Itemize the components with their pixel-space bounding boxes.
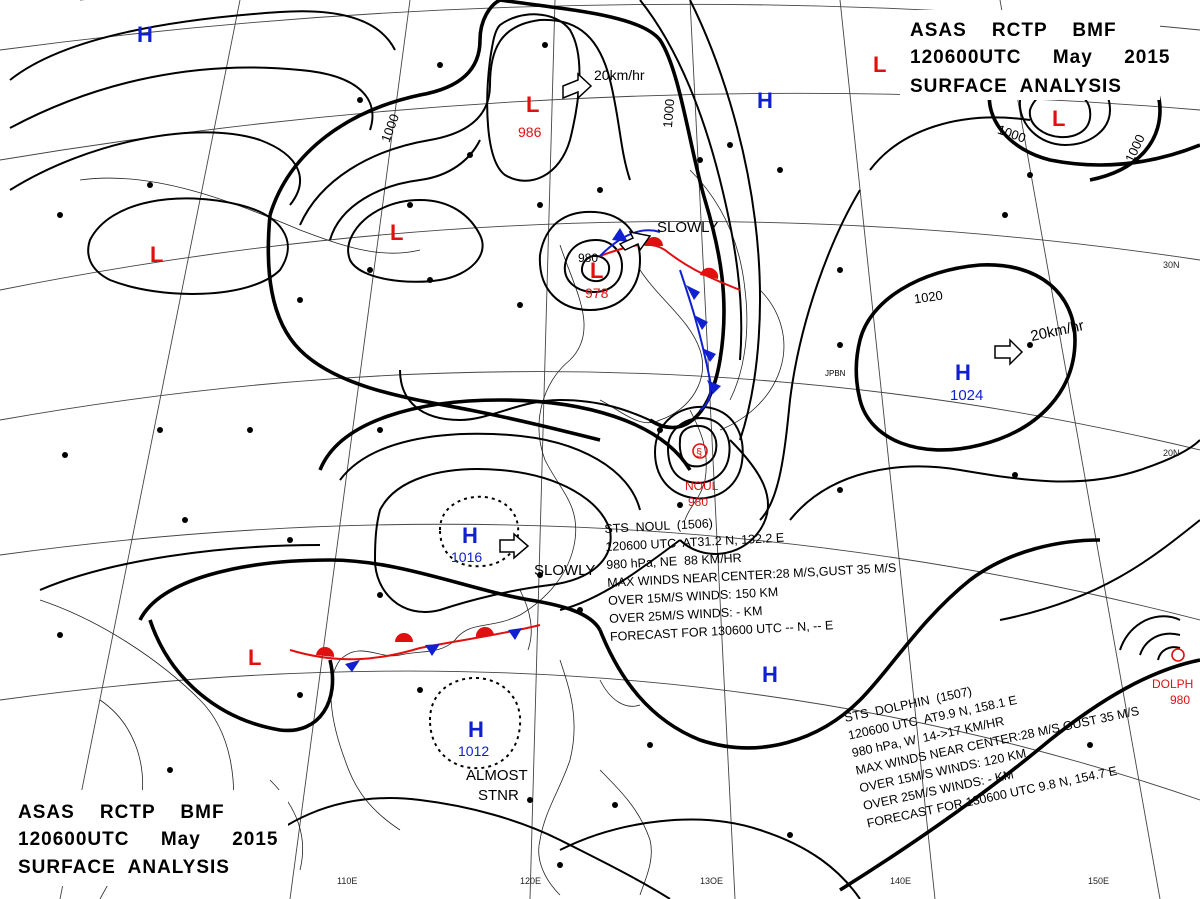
typhoon-name: NOUL (685, 479, 719, 493)
coastlines (39, 169, 785, 899)
low-center-symbol: L (590, 258, 603, 283)
header-top-line3: SURFACE ANALYSIS (910, 76, 1122, 97)
low-inner-isobar-label: 980 (578, 251, 598, 265)
header-top-line1: ASAS RCTP BMF (910, 20, 1117, 41)
high-center-value: 1016 (451, 549, 482, 565)
motion-arrow (562, 72, 593, 100)
low-center-symbol: L (390, 220, 403, 245)
isobar-labels: 1000 1000 1000 1020 1000 (378, 98, 1148, 306)
low-center-value: 978 (585, 285, 609, 301)
station-plots: JPBN (57, 42, 1093, 868)
lon-label: 13OE (700, 876, 723, 886)
header-top-line2: 120600UTC May 2015 (910, 47, 1170, 68)
typhoon-pressure: 980 (1170, 693, 1190, 707)
lon-label: 110E (337, 876, 357, 886)
motion-arrow (618, 230, 652, 252)
typhoon-pressure: 980 (688, 495, 708, 509)
high-center-value: 1024 (950, 387, 983, 404)
typhoon-name: DOLPH (1152, 677, 1193, 691)
header-bottom-line2: 120600UTC May 2015 (18, 829, 278, 850)
pressure-centers: H L 986 20km/hr L L 980 L 978 SLOWLY H L… (137, 22, 1086, 804)
isobar-label: 1000 (660, 98, 677, 128)
high-center-symbol: H (955, 360, 971, 385)
typhoons: § NOUL 980 DOLPH 980 (685, 443, 1193, 707)
low-center-symbol: L (1052, 106, 1065, 131)
high-center-symbol: H (137, 22, 153, 47)
low-center-symbol: L (150, 242, 163, 267)
header-top: ASAS RCTP BMF 120600UTC May 2015 SURFACE… (900, 10, 1170, 100)
header-bottom: ASAS RCTP BMF 120600UTC May 2015 SURFACE… (8, 790, 288, 886)
high-center-symbol: H (462, 523, 478, 548)
header-bottom-line1: ASAS RCTP BMF (18, 802, 225, 823)
high-center-symbol: H (468, 717, 484, 742)
advisory-noul-line: STS NOUL (1506) (604, 516, 713, 536)
lon-label: 150E (1088, 876, 1109, 886)
lat-label: 20N (1163, 448, 1180, 458)
low-center-symbol: L (873, 52, 886, 77)
station-label-jpbn: JPBN (825, 369, 846, 378)
typhoon-symbol: § (696, 447, 702, 459)
low-center-symbol: L (248, 645, 261, 670)
axis-labels: 110E 120E 13OE 140E 150E 30N 20N (337, 260, 1180, 886)
isobar-label: 1020 (913, 288, 944, 307)
lon-label: 120E (520, 876, 541, 886)
lon-label: 140E (890, 876, 911, 886)
motion-label-almost: ALMOST (466, 767, 528, 784)
motion-arrow (499, 532, 530, 560)
motion-arrow (994, 338, 1024, 366)
high-center-value: 1012 (458, 743, 489, 759)
header-bottom-line3: SURFACE ANALYSIS (18, 857, 230, 878)
lat-label: 30N (1163, 260, 1180, 270)
low-center-value: 986 (518, 124, 542, 140)
motion-label: SLOWLY (657, 219, 718, 236)
motion-label-stnr: STNR (478, 787, 519, 804)
motion-label: 20km/hr (594, 67, 645, 83)
motion-label: SLOWLY (534, 562, 595, 579)
low-center-symbol: L (526, 92, 539, 117)
high-center-symbol: H (757, 88, 773, 113)
high-center-symbol: H (762, 662, 778, 687)
